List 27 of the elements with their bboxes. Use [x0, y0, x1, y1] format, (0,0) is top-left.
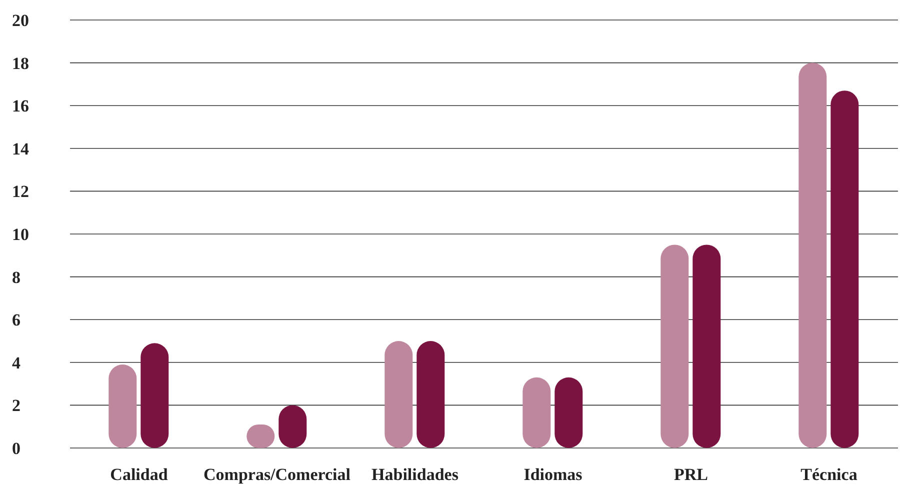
x-tick-label: PRL [674, 465, 708, 484]
bar [798, 62, 827, 448]
y-tick-label: 4 [12, 353, 21, 372]
x-tick-label: Habilidades [372, 465, 459, 484]
x-tick-label: Compras/Comercial [204, 465, 351, 484]
bar [692, 244, 721, 448]
y-tick-label: 2 [12, 396, 20, 416]
bar [830, 90, 859, 448]
bar [416, 341, 445, 448]
bar [108, 364, 137, 448]
y-tick-label: 20 [12, 11, 29, 30]
x-tick-label: Calidad [110, 465, 168, 484]
bar [554, 377, 583, 448]
y-tick-label: 0 [12, 439, 20, 458]
y-tick-label: 14 [12, 139, 30, 158]
bar [522, 377, 551, 448]
bar [660, 244, 689, 448]
y-tick-label: 16 [12, 96, 29, 116]
y-tick-label: 6 [12, 310, 20, 330]
x-tick-label: Técnica [800, 465, 858, 484]
bar [140, 343, 169, 448]
y-tick-label: 10 [12, 225, 29, 244]
y-tick-label: 12 [12, 182, 29, 202]
y-tick-label: 8 [12, 268, 20, 287]
bar [384, 341, 413, 448]
y-tick-label: 18 [12, 54, 29, 73]
x-tick-label: Idiomas [524, 465, 583, 484]
